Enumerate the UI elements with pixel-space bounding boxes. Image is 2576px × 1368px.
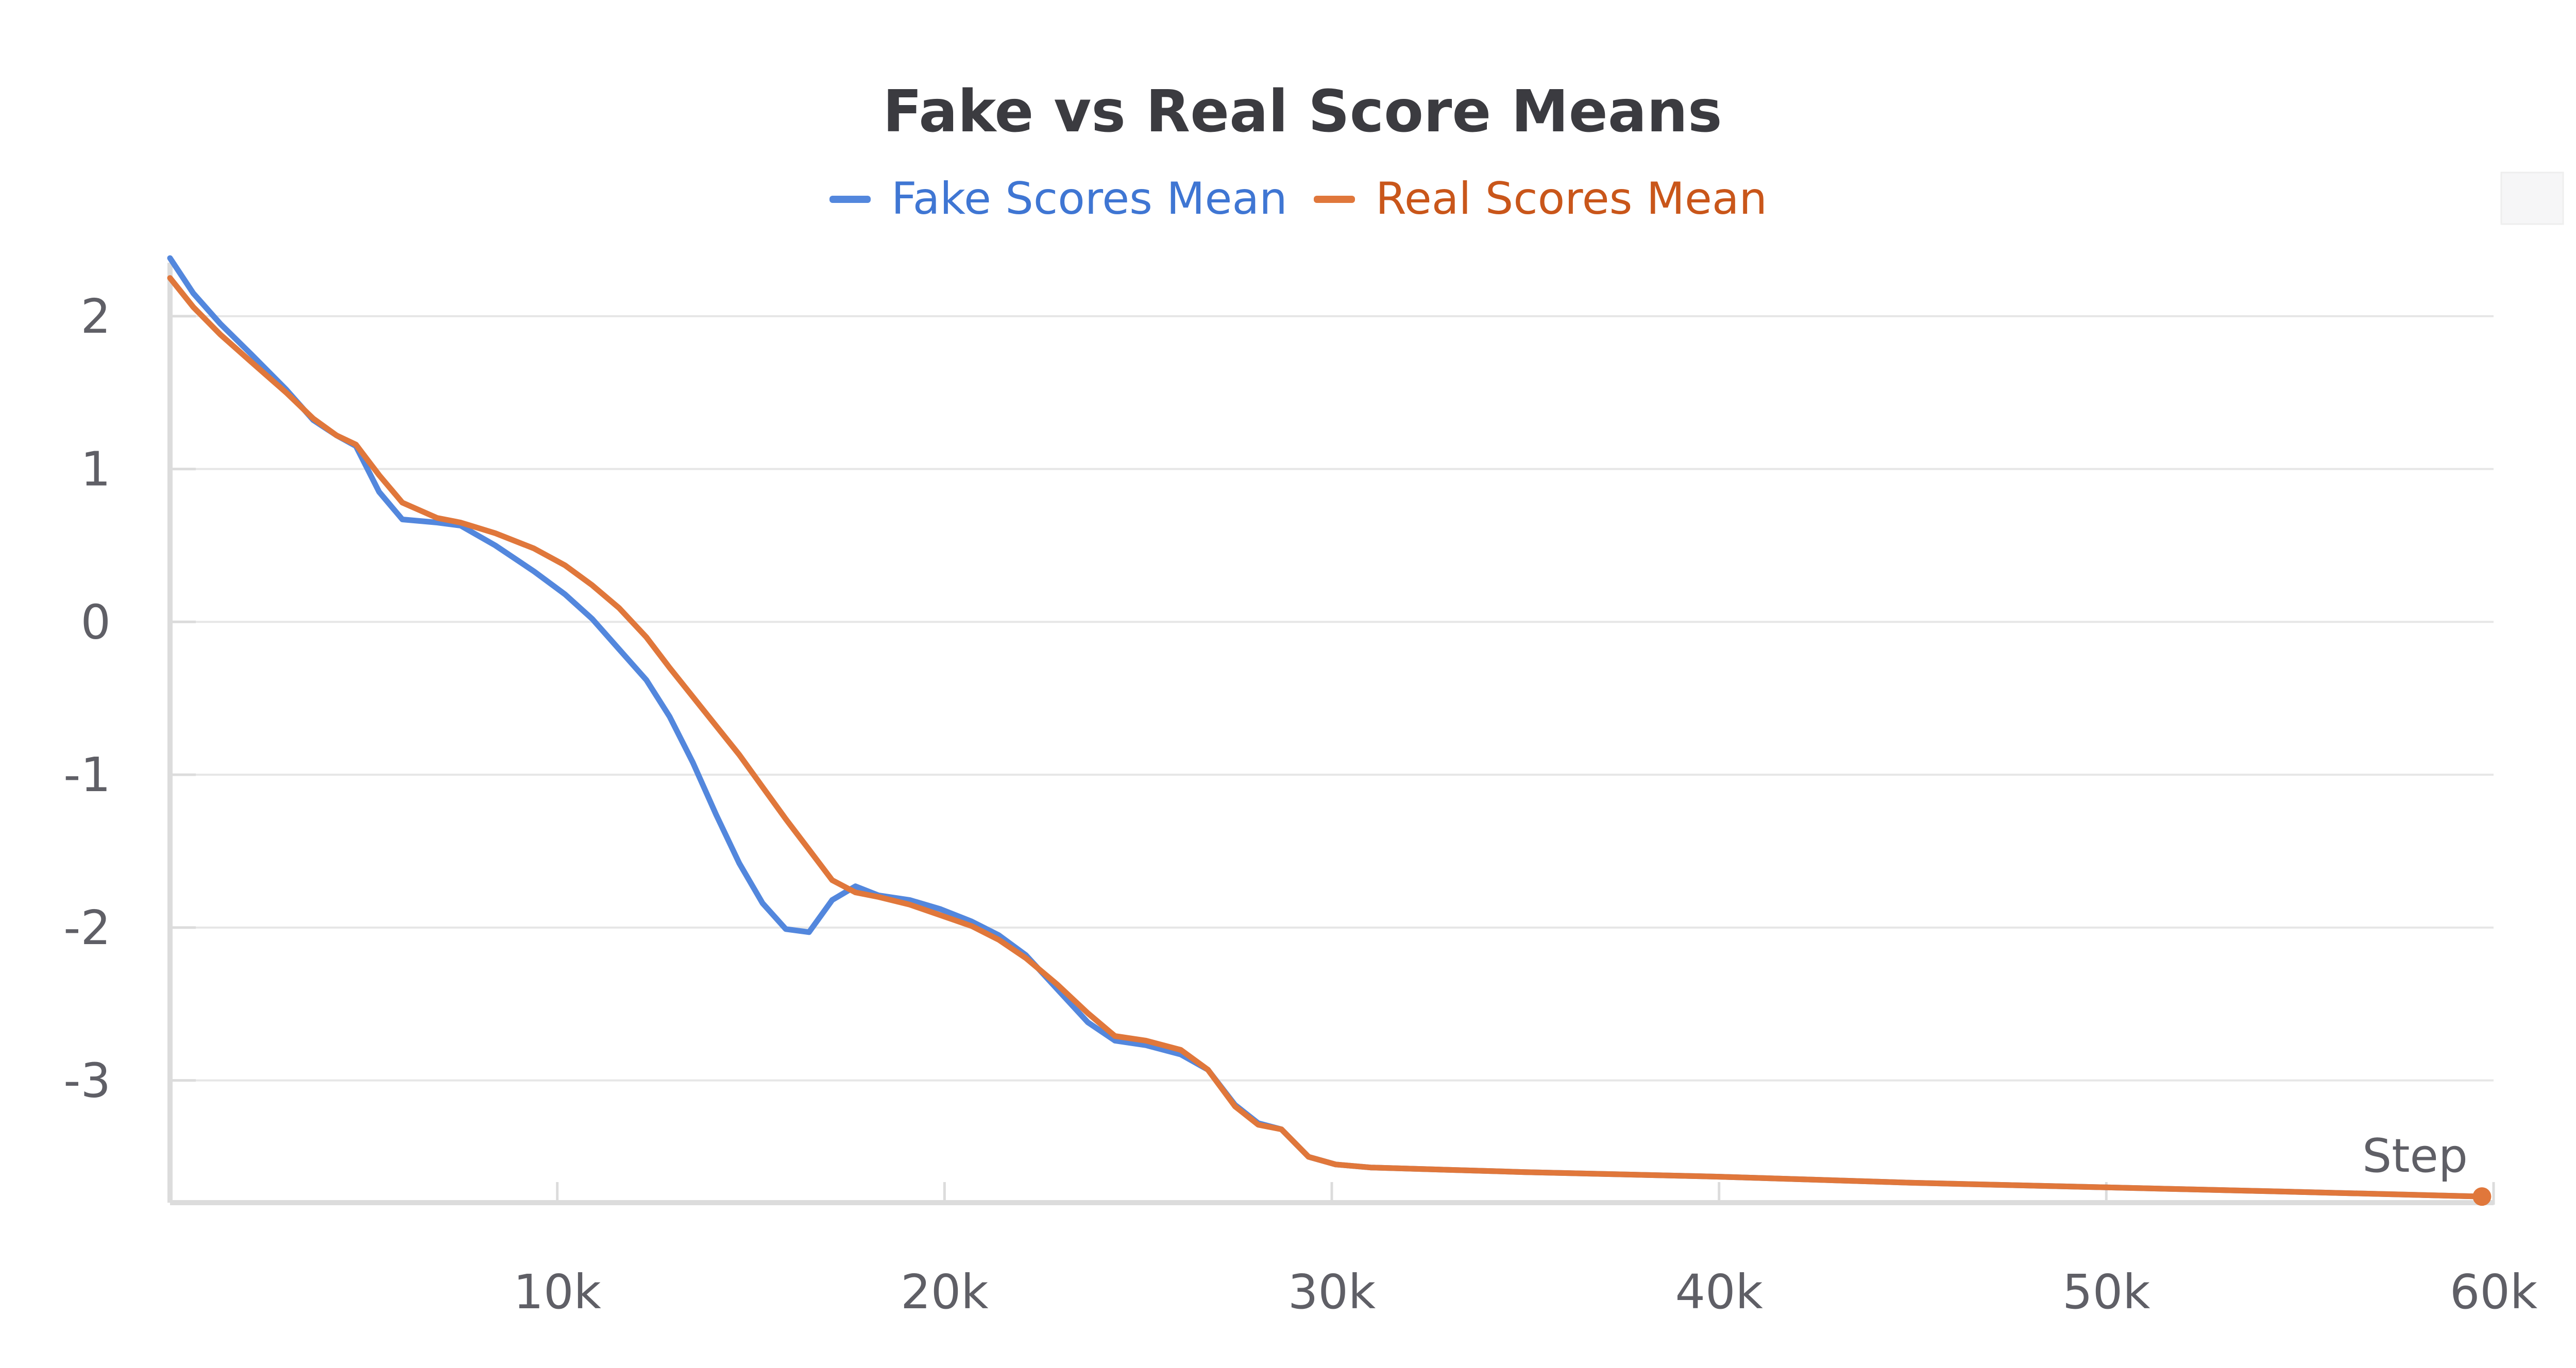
x-tick-label: 60k: [2450, 1264, 2538, 1320]
x-tick-label: 20k: [901, 1264, 989, 1320]
x-tick-label: 10k: [513, 1264, 601, 1320]
x-tick-label: 50k: [2062, 1264, 2150, 1320]
x-axis-label: Step: [2362, 1129, 2468, 1183]
legend: Fake Scores Mean Real Scores Mean: [829, 173, 1767, 225]
grid: [170, 315, 2494, 1082]
x-axis-ticks: 10k 20k 30k 40k 50k 60k: [513, 1182, 2538, 1320]
legend-label-fake: Fake Scores Mean: [891, 173, 1287, 225]
y-axis-ticks: 2 1 0 -1 -2 -3: [63, 289, 196, 1108]
y-tick-label: 1: [80, 442, 111, 497]
y-tick-label: -1: [63, 747, 111, 802]
y-tick-label: -3: [63, 1053, 111, 1108]
legend-label-real: Real Scores Mean: [1376, 173, 1767, 225]
series-line-fake: [167, 255, 2485, 1200]
x-tick-label: 40k: [1675, 1264, 1763, 1320]
series-group: [167, 255, 2492, 1206]
y-tick-label: -2: [63, 900, 111, 955]
legend-swatch-fake: [829, 196, 871, 203]
legend-swatch-real: [1314, 196, 1355, 203]
x-tick-label: 30k: [1288, 1264, 1376, 1320]
y-tick-label: 2: [80, 289, 111, 344]
series-end-marker: [2472, 1187, 2492, 1206]
blank-square-icon[interactable]: [2500, 172, 2564, 225]
legend-item-fake[interactable]: Fake Scores Mean: [829, 173, 1287, 225]
legend-item-real[interactable]: Real Scores Mean: [1314, 173, 1767, 225]
chart-title: Fake vs Real Score Means: [883, 78, 1722, 145]
axes: [167, 263, 2494, 1205]
series-line-real: [167, 275, 2485, 1200]
y-tick-label: 0: [80, 594, 111, 649]
